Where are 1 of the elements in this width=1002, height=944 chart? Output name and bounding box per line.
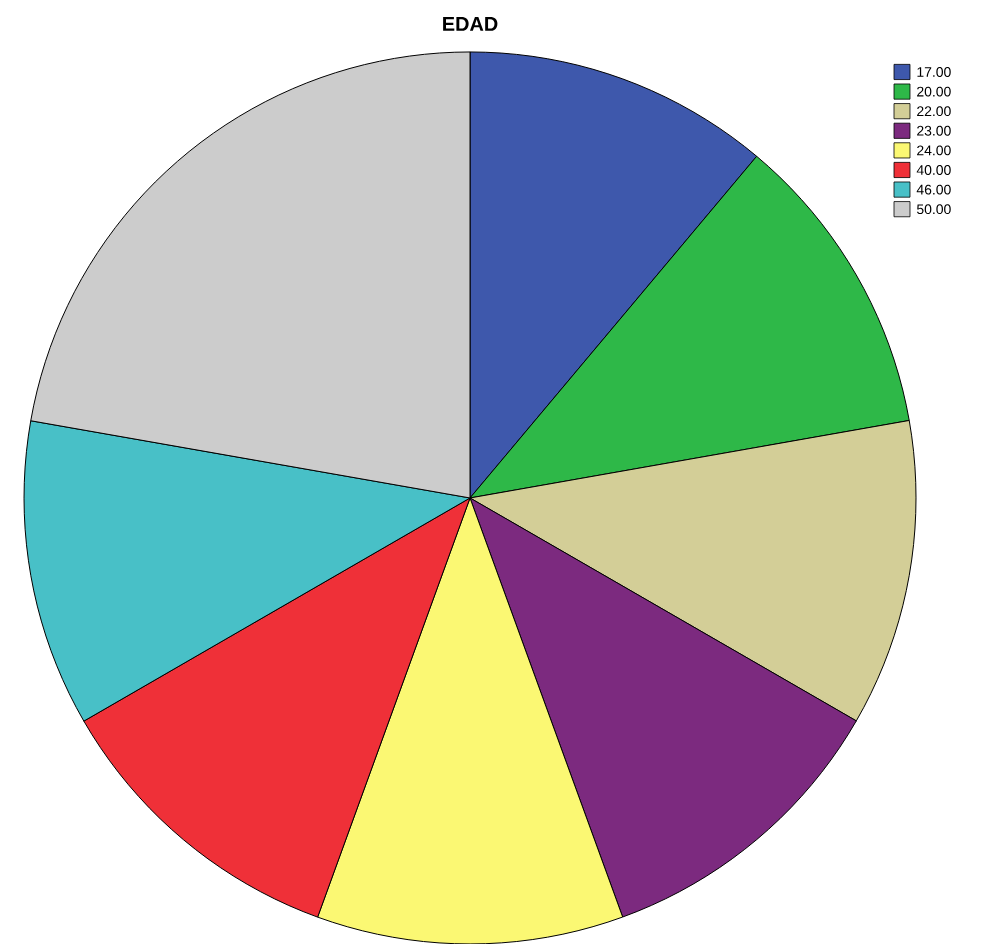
chart-title: EDAD — [443, 17, 498, 31]
